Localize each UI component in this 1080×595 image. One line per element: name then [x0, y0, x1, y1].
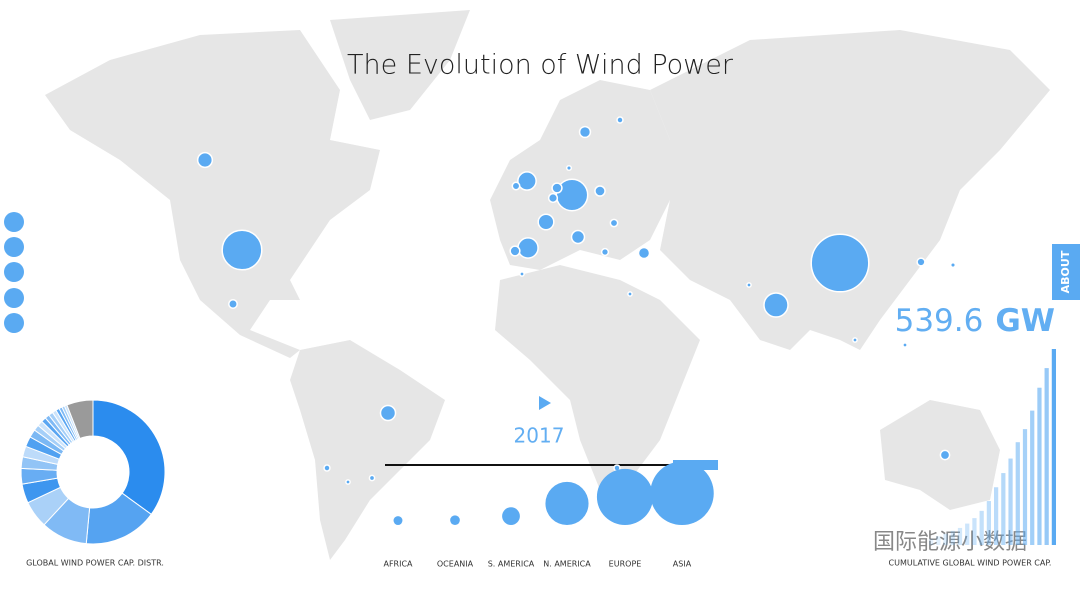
- greenland: [330, 10, 470, 120]
- title: The Evolution of Wind Power: [347, 50, 734, 81]
- cumulative-bar: [994, 487, 999, 545]
- continent-bubble: [545, 481, 589, 525]
- watermark: 国际能源小数据: [873, 530, 1027, 555]
- continent-bubble: [450, 515, 460, 526]
- cumulative-bar: [979, 510, 984, 545]
- continent-label: AFRICA: [383, 560, 413, 569]
- about-button[interactable]: [1052, 244, 1080, 300]
- about-tab[interactable]: ABOUT: [1052, 244, 1080, 300]
- cumulative-bar: [972, 518, 977, 545]
- map-bubble: [517, 237, 539, 259]
- africa: [495, 265, 700, 490]
- map-bubble: [939, 449, 951, 461]
- googleplus-button[interactable]: [4, 313, 24, 333]
- about-label: ABOUT: [1059, 250, 1072, 293]
- map-bubble: [600, 247, 610, 257]
- world-map: [45, 10, 1050, 560]
- continent-bubble: [502, 507, 520, 525]
- map-bubble: [578, 125, 592, 139]
- cumulative-bar: [1051, 349, 1056, 545]
- map-bubble: [551, 182, 563, 194]
- map-bubble: [509, 245, 521, 257]
- cumulative-bar: [950, 530, 955, 545]
- north-america: [45, 30, 380, 358]
- total-capacity: 539.6 GW: [895, 303, 1055, 339]
- continent-label: S. AMERICA: [488, 560, 535, 569]
- map-bubble: [916, 257, 926, 267]
- close-button[interactable]: [4, 212, 24, 232]
- cumulative-bar: [1022, 429, 1028, 545]
- distribution-label: GLOBAL WIND POWER CAP. DISTR.: [26, 559, 164, 568]
- cumulative-bar: [1044, 368, 1049, 545]
- cumulative-bar: [965, 523, 970, 545]
- cumulative-label: CUMULATIVE GLOBAL WIND POWER CAP.: [889, 559, 1052, 568]
- map-bubble: [609, 218, 619, 228]
- total-value: 539.6: [895, 303, 984, 339]
- asia: [650, 30, 1050, 350]
- map-bubble: [810, 233, 870, 293]
- continent-label: ASIA: [673, 560, 692, 569]
- continent-bubble: [596, 468, 654, 525]
- map-bubble: [547, 192, 559, 204]
- map-bubble: [519, 271, 525, 277]
- map-bubble: [637, 246, 651, 260]
- map-bubble: [627, 291, 633, 297]
- map-bubble: [196, 151, 214, 169]
- map-bubble: [902, 342, 908, 348]
- continent-label: N. AMERICA: [543, 560, 591, 569]
- donut-segment: [66, 399, 94, 440]
- year-label: 2017: [514, 424, 565, 448]
- map-bubble: [746, 282, 752, 288]
- map-bubble: [594, 185, 606, 197]
- cumulative-bar: [1008, 458, 1013, 545]
- facebook-button[interactable]: [4, 237, 24, 257]
- cumulative-bar: [986, 501, 991, 545]
- map-bubble: [949, 261, 957, 269]
- cumulative-bar: [1001, 473, 1006, 545]
- europe: [490, 80, 670, 270]
- donut-segment: [92, 399, 166, 516]
- map-bubble: [368, 474, 376, 482]
- twitter-button[interactable]: [4, 262, 24, 282]
- social-links: [4, 212, 24, 333]
- linkedin-button[interactable]: [4, 288, 24, 308]
- map-bubble: [537, 213, 555, 231]
- continent-label: OCEANIA: [437, 560, 474, 569]
- map-bubble: [228, 299, 238, 309]
- total-unit: GW: [995, 303, 1055, 339]
- cumulative-bar: [1037, 387, 1042, 545]
- continent-bubble: [650, 461, 714, 525]
- continent-label: EUROPE: [609, 560, 642, 569]
- continent-bubble: [393, 516, 403, 525]
- map-bubble: [221, 229, 263, 271]
- map-bubble: [565, 164, 573, 172]
- map-bubble: [345, 479, 351, 485]
- cumulative-bar: [936, 536, 941, 545]
- map-bubble: [323, 464, 331, 472]
- cumulative-bar: [1030, 410, 1035, 545]
- cumulative-bar: [943, 533, 948, 545]
- map-bubble: [763, 292, 789, 318]
- play-button[interactable]: [539, 396, 551, 410]
- map-bubble: [517, 171, 537, 191]
- map-bubble: [616, 116, 624, 124]
- map-bubble: [570, 229, 586, 245]
- cumulative-bar: [1015, 442, 1020, 545]
- south-america: [290, 340, 445, 560]
- map-bubble: [852, 337, 858, 343]
- map-bubble: [511, 181, 521, 191]
- cumulative-bar: [929, 538, 934, 545]
- cumulative-bar: [957, 527, 963, 545]
- map-bubble: [379, 404, 397, 422]
